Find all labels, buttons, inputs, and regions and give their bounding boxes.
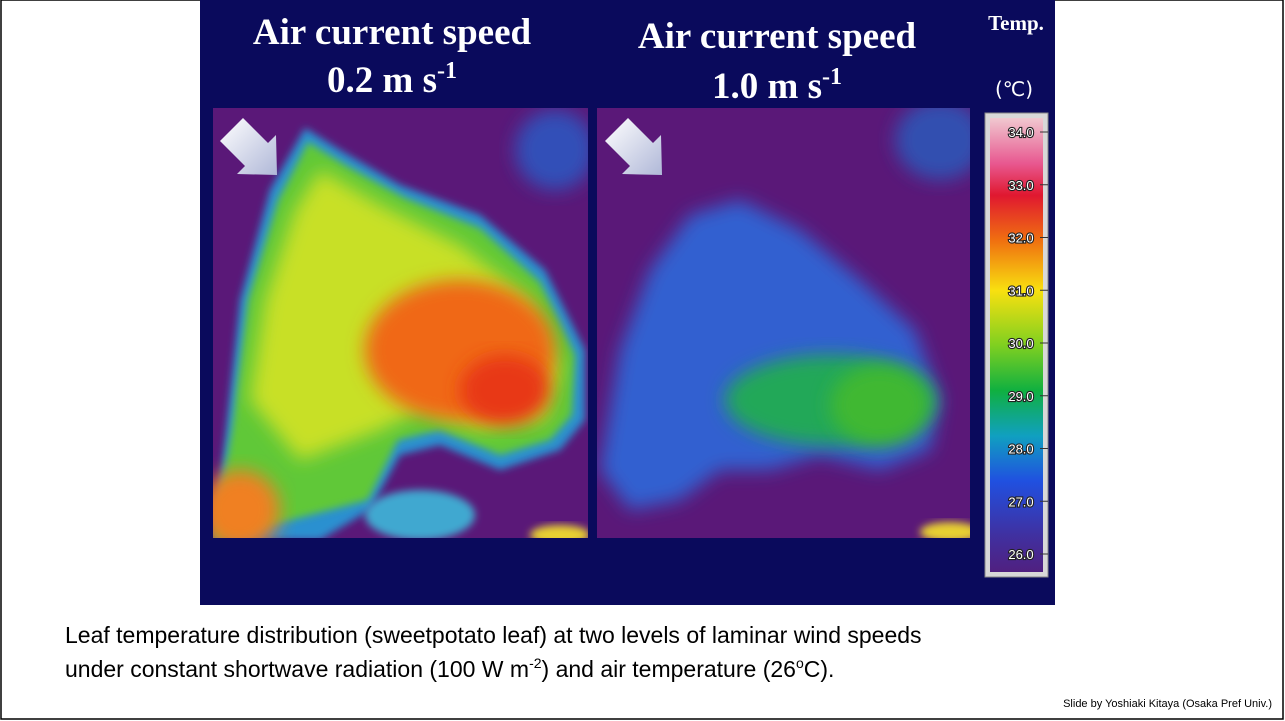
superscript: -2	[529, 655, 542, 671]
wind-arrow	[220, 118, 277, 175]
superscript: -1	[437, 58, 457, 84]
colorbar-unit: (℃)	[995, 77, 1033, 101]
colorbar	[990, 118, 1043, 572]
panel-title: Air current speed	[253, 12, 532, 53]
colorbar-tick-label: 30.0	[1008, 336, 1033, 351]
superscript: o	[796, 655, 804, 671]
superscript: -1	[822, 64, 842, 90]
colorbar-tick-label: 28.0	[1008, 442, 1033, 457]
colorbar-tick-label: 26.0	[1008, 547, 1033, 562]
caption-line: Leaf temperature distribution (sweetpota…	[65, 622, 922, 648]
caption-text: under constant shortwave radiation (100 …	[65, 656, 529, 682]
wind-arrow	[605, 118, 662, 175]
colorbar-tick-label: 29.0	[1008, 389, 1033, 404]
colorbar-ticks: 34.0 33.0 32.0 31.0 30.0 29.0 28.0 27.0 26.0	[1007, 124, 1048, 563]
thermal-image-right	[597, 108, 970, 538]
caption-text: ) and air temperature (26	[542, 656, 796, 682]
caption-line: under constant shortwave radiation (100 …	[65, 655, 834, 682]
colorbar-tick-label: 33.0	[1008, 178, 1033, 193]
panel-title: Air current speed	[638, 16, 917, 57]
speed-text: 0.2 m s	[327, 60, 437, 101]
thermal-image-left	[213, 108, 588, 538]
colorbar-tick-label: 32.0	[1008, 231, 1033, 246]
colorbar-title: Temp.	[988, 11, 1044, 35]
colorbar-tick-label: 27.0	[1008, 494, 1033, 509]
panel-speed: 1.0 m s-1	[712, 64, 842, 107]
colorbar-tick-label: 34.0	[1008, 125, 1033, 140]
colorbar-tick-label: 31.0	[1008, 283, 1033, 298]
caption-text: C).	[804, 656, 835, 682]
credit: Slide by Yoshiaki Kitaya (Osaka Pref Uni…	[1063, 698, 1272, 710]
panel-speed: 0.2 m s-1	[327, 58, 457, 101]
speed-text: 1.0 m s	[712, 66, 822, 107]
